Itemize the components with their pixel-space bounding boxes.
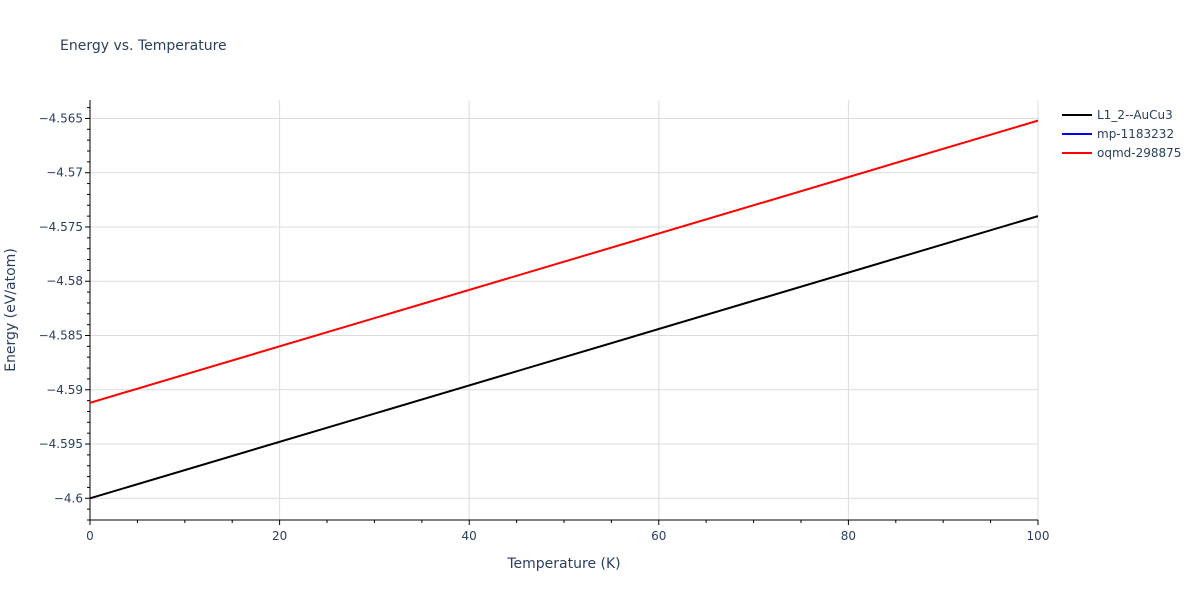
x-tick-label: 60 [651,529,666,543]
y-tick-label: −4.565 [39,111,83,125]
series-line-1 [89,215,1039,500]
y-tick-label: −4.575 [39,220,83,234]
x-tick-label: 0 [86,529,94,543]
legend: L1_2--AuCu3 mp-1183232 oqmd-298875 [1062,108,1181,160]
grid-lines [90,100,1039,520]
series-line-3 [89,119,1039,404]
x-tick-label: 80 [841,529,856,543]
y-tick-label: −4.585 [39,329,83,343]
x-tick-label: 20 [272,529,287,543]
x-tick-label: 100 [1027,529,1050,543]
y-tick-label: −4.6 [54,491,83,505]
y-tick-label: −4.59 [46,383,83,397]
x-tick-label: 40 [462,529,477,543]
x-axis-title: Temperature (K) [506,556,620,572]
legend-label-1: L1_2--AuCu3 [1097,108,1173,122]
tick-labels: 0 20 40 60 80 100 −4.565 −4.57 −4.575 −4.58 −4.585… [39,111,1050,543]
legend-label-3: oqmd-298875 [1097,146,1181,160]
chart-title: Energy vs. Temperature [60,38,227,54]
y-tick-label: −4.58 [46,274,83,288]
legend-label-2: mp-1183232 [1097,127,1174,141]
data-series [89,119,1039,500]
y-axis-title: Energy (eV/atom) [3,248,19,372]
y-tick-label: −4.57 [46,166,83,180]
y-tick-label: −4.595 [39,437,83,451]
axes [85,100,1039,525]
